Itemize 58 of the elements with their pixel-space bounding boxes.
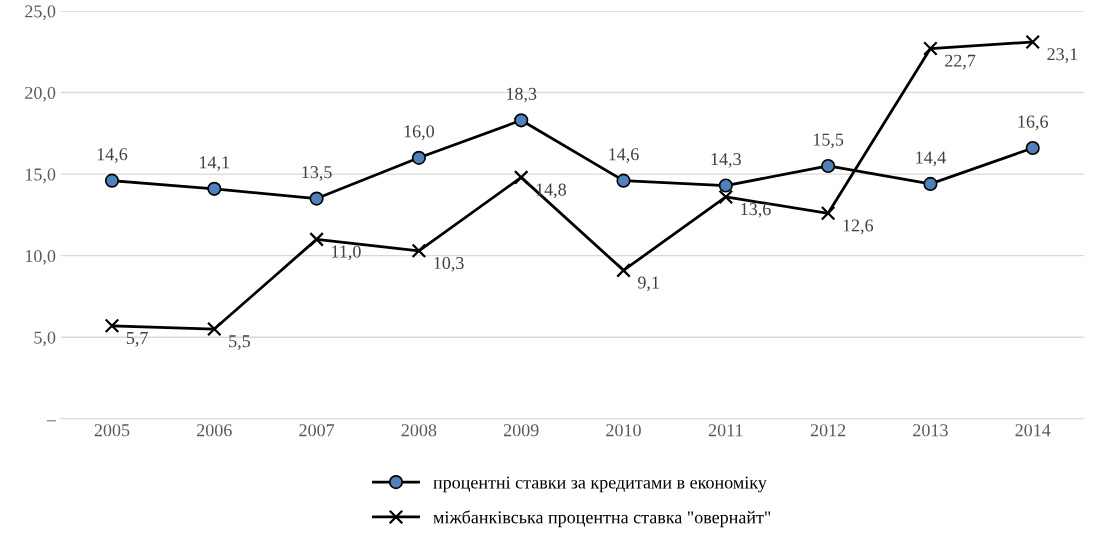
data-label: 18,3 bbox=[506, 87, 537, 103]
point bbox=[616, 262, 631, 278]
point bbox=[923, 41, 938, 56]
data-label: 13,6 bbox=[741, 203, 771, 218]
data-label: 14,8 bbox=[536, 183, 566, 199]
x-tick-label: 2009 bbox=[503, 424, 539, 437]
point bbox=[821, 158, 836, 174]
point bbox=[206, 321, 222, 337]
data-label: 11,0 bbox=[332, 245, 361, 261]
data-label: 16,0 bbox=[404, 125, 435, 141]
data-label: 14,1 bbox=[200, 156, 229, 172]
point bbox=[104, 318, 120, 334]
point bbox=[513, 170, 529, 185]
data-label: 14,4 bbox=[916, 151, 946, 167]
y-tick-label: 15,0 bbox=[25, 168, 56, 184]
point bbox=[1025, 34, 1041, 50]
point bbox=[104, 173, 120, 188]
y-tick-label: 5,0 bbox=[34, 331, 56, 347]
data-label: 5,5 bbox=[229, 335, 251, 350]
data-label: 14,6 bbox=[97, 148, 128, 163]
x-tick-label: 2005 bbox=[94, 424, 130, 437]
x-tick-label: 2011 bbox=[708, 424, 743, 437]
point bbox=[1025, 140, 1040, 156]
data-label: 5,7 bbox=[126, 332, 148, 347]
y-tick-label: 25,0 bbox=[25, 5, 56, 21]
data-label: 12,6 bbox=[843, 219, 874, 235]
point bbox=[718, 189, 734, 205]
x-tick-label: 2007 bbox=[299, 424, 335, 437]
data-label: 14,6 bbox=[609, 148, 639, 163]
point bbox=[207, 181, 222, 196]
point bbox=[616, 173, 631, 188]
data-label: 15,5 bbox=[813, 133, 844, 149]
point bbox=[718, 178, 733, 193]
point bbox=[820, 205, 836, 221]
data-label: 10,3 bbox=[434, 256, 464, 272]
data-label: 23,1 bbox=[1047, 48, 1078, 63]
point bbox=[309, 191, 324, 206]
data-label: 16,6 bbox=[1018, 115, 1048, 131]
y-tick-label: 10,0 bbox=[25, 249, 56, 265]
y-tick-label: 20,0 bbox=[25, 86, 56, 102]
x-tick-label: 2010 bbox=[606, 424, 641, 437]
legend-label: процентні ставки за кредитами в економіку bbox=[433, 476, 767, 493]
x-tick-label: 2008 bbox=[401, 424, 437, 437]
point bbox=[411, 150, 426, 165]
y-tick-label: – bbox=[46, 420, 57, 422]
x-tick-label: 2012 bbox=[810, 424, 846, 437]
point bbox=[309, 231, 324, 247]
point bbox=[514, 113, 529, 128]
data-label: 22,7 bbox=[945, 54, 976, 70]
x-tick-label: 2006 bbox=[197, 424, 232, 437]
data-label: 14,3 bbox=[711, 153, 741, 168]
x-tick-label: 2014 bbox=[1015, 424, 1051, 437]
point bbox=[411, 243, 427, 259]
legend-label: міжбанківська процентна ставка "овернайт" bbox=[433, 510, 771, 528]
point bbox=[923, 176, 938, 191]
x-tick-label: 2013 bbox=[913, 424, 948, 437]
data-label: 9,1 bbox=[637, 276, 659, 292]
data-label: 13,5 bbox=[302, 166, 332, 181]
